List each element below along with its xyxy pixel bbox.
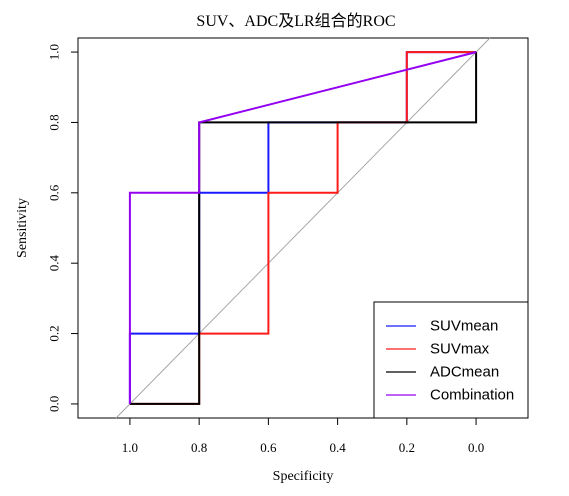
- y-axis-label: Sensitivity: [15, 198, 30, 258]
- x-tick-label: 0.8: [191, 440, 207, 455]
- series-line-combination: [128, 51, 477, 404]
- x-axis-label: Specificity: [273, 469, 334, 484]
- legend-label-combination: Combination: [430, 387, 514, 404]
- legend-label-adcmean: ADCmean: [430, 364, 499, 381]
- x-tick-label: 1.0: [122, 440, 138, 455]
- y-tick-label: 0.2: [47, 325, 62, 341]
- legend-label-suvmax: SUVmax: [430, 341, 490, 358]
- legend-entries: SUVmean SUVmax ADCmean Combination: [386, 318, 514, 404]
- legend: SUVmean SUVmax ADCmean Combination: [373, 301, 529, 419]
- x-tick-label: 0.2: [399, 440, 415, 455]
- y-tick-label: 0.4: [47, 255, 62, 272]
- chart-title: SUV、ADC及LR组合的ROC: [196, 12, 395, 30]
- x-tick-label: 0.6: [260, 440, 277, 455]
- y-tick-label: 0.8: [47, 114, 62, 130]
- y-tick-label: 0.6: [47, 184, 62, 201]
- series-layer: [128, 51, 478, 405]
- reference-diagonal-layer: [115, 37, 491, 419]
- y-tick-label: 1.0: [47, 44, 62, 60]
- x-tick-label: 0.0: [468, 440, 484, 455]
- reference-diagonal-line: [115, 37, 491, 419]
- legend-label-suvmean: SUVmean: [430, 318, 498, 335]
- x-tick-label: 0.4: [329, 440, 346, 455]
- y-tick-label: 0.0: [47, 396, 62, 412]
- legend-box: [373, 301, 529, 419]
